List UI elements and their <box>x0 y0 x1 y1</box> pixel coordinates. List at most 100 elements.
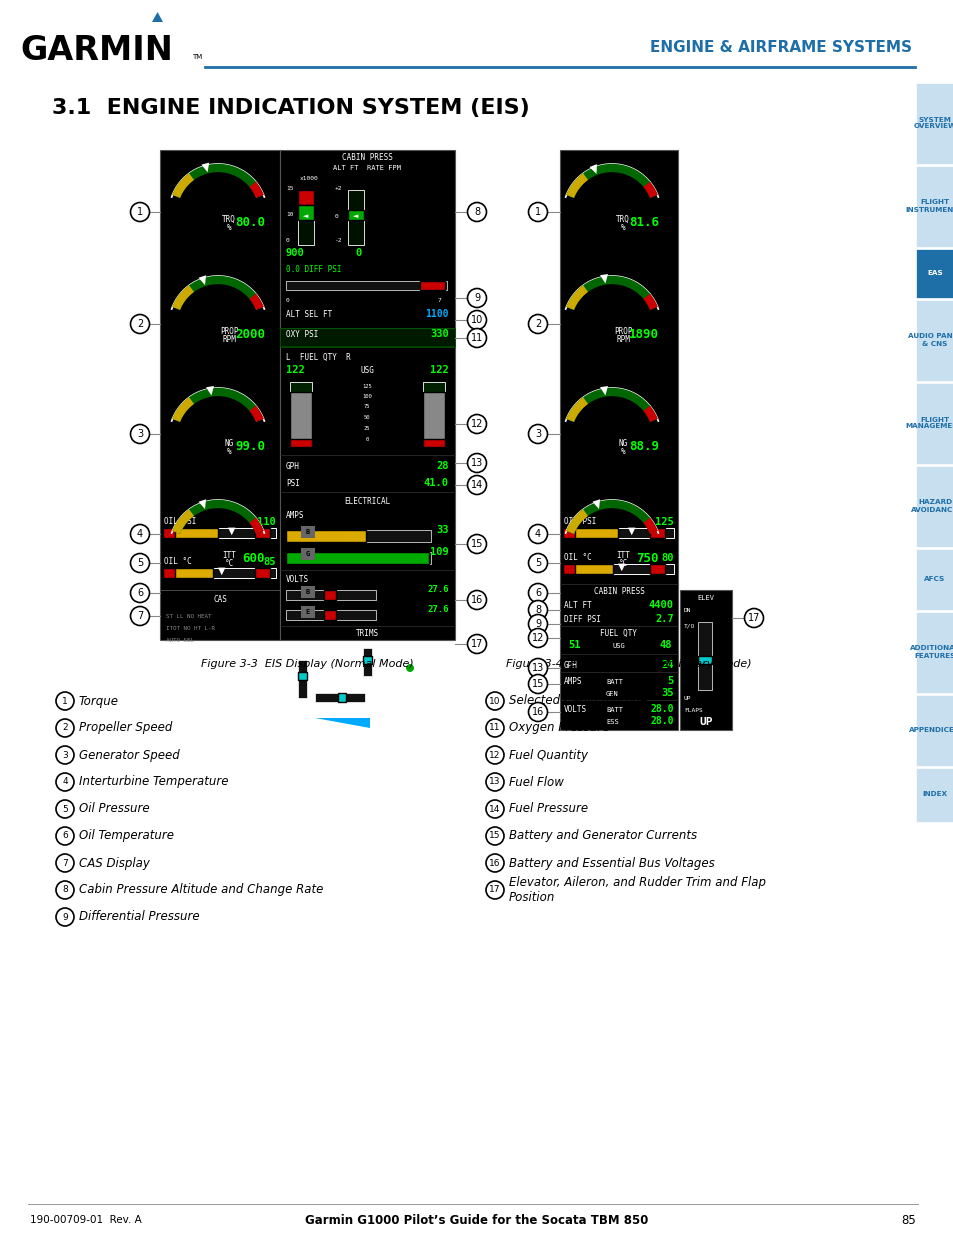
Text: 14: 14 <box>471 480 482 490</box>
Polygon shape <box>592 499 599 509</box>
Text: 28.0: 28.0 <box>650 716 673 726</box>
Text: ST LL NO HEAT: ST LL NO HEAT <box>166 614 212 619</box>
Text: x1000: x1000 <box>299 177 318 182</box>
Text: 6: 6 <box>62 831 68 841</box>
Text: 11: 11 <box>471 333 482 343</box>
Circle shape <box>485 746 503 764</box>
FancyBboxPatch shape <box>301 606 314 618</box>
Text: 190-00709-01  Rev. A: 190-00709-01 Rev. A <box>30 1215 142 1225</box>
Text: Battery and Essential Bus Voltages: Battery and Essential Bus Voltages <box>509 857 714 869</box>
Text: 14: 14 <box>489 804 500 814</box>
Text: Torque: Torque <box>79 694 119 708</box>
FancyBboxPatch shape <box>915 165 953 247</box>
FancyBboxPatch shape <box>698 622 711 690</box>
Text: 10: 10 <box>471 315 482 325</box>
Text: OXY PSI: OXY PSI <box>286 330 318 338</box>
Text: ENGINE & AIRFRAME SYSTEMS: ENGINE & AIRFRAME SYSTEMS <box>649 41 911 56</box>
Text: 3: 3 <box>62 751 68 760</box>
Text: ELEV: ELEV <box>285 643 302 650</box>
Text: 6: 6 <box>535 588 540 598</box>
Text: 2: 2 <box>535 319 540 329</box>
Circle shape <box>485 827 503 845</box>
FancyBboxPatch shape <box>160 149 280 640</box>
Text: 28.0: 28.0 <box>650 704 673 714</box>
FancyBboxPatch shape <box>422 438 444 447</box>
FancyBboxPatch shape <box>286 590 375 600</box>
Circle shape <box>528 553 547 573</box>
FancyBboxPatch shape <box>324 610 335 620</box>
Text: Elevator, Aileron, and Rudder Trim and Flap
Position: Elevator, Aileron, and Rudder Trim and F… <box>509 876 765 904</box>
Circle shape <box>56 692 74 710</box>
Circle shape <box>56 719 74 737</box>
Polygon shape <box>599 387 607 395</box>
Text: 35: 35 <box>660 688 673 698</box>
Text: 27.6: 27.6 <box>427 605 449 614</box>
Text: Generator Speed: Generator Speed <box>79 748 179 762</box>
FancyBboxPatch shape <box>254 529 270 538</box>
Text: 0.0 DIFF PSI: 0.0 DIFF PSI <box>286 266 341 274</box>
FancyBboxPatch shape <box>286 610 375 620</box>
Circle shape <box>56 908 74 926</box>
FancyBboxPatch shape <box>314 693 365 701</box>
FancyBboxPatch shape <box>286 552 431 564</box>
Text: 5: 5 <box>667 676 673 685</box>
Circle shape <box>131 203 150 221</box>
FancyBboxPatch shape <box>163 529 174 538</box>
Text: 9: 9 <box>62 913 68 921</box>
Text: DIFF PSI: DIFF PSI <box>563 615 600 624</box>
FancyBboxPatch shape <box>280 149 455 640</box>
Circle shape <box>743 609 762 627</box>
Polygon shape <box>599 274 607 284</box>
FancyBboxPatch shape <box>297 205 314 220</box>
Text: Oxygen Pressure: Oxygen Pressure <box>509 721 609 735</box>
FancyBboxPatch shape <box>915 249 953 298</box>
Text: Fuel Pressure: Fuel Pressure <box>509 803 587 815</box>
Circle shape <box>528 525 547 543</box>
FancyBboxPatch shape <box>419 282 444 290</box>
FancyBboxPatch shape <box>163 568 174 578</box>
FancyBboxPatch shape <box>348 190 364 245</box>
Text: 4400: 4400 <box>648 600 673 610</box>
Text: 4: 4 <box>535 529 540 538</box>
Circle shape <box>56 853 74 872</box>
Text: UP: UP <box>699 718 712 727</box>
Text: 125: 125 <box>655 517 673 527</box>
Text: GARMIN: GARMIN <box>20 33 172 67</box>
FancyBboxPatch shape <box>280 329 455 346</box>
Text: Interturbine Temperature: Interturbine Temperature <box>79 776 229 788</box>
Text: 48: 48 <box>659 640 671 650</box>
Text: AUTO SEL: AUTO SEL <box>166 638 193 643</box>
Circle shape <box>56 827 74 845</box>
Text: G: G <box>306 551 310 557</box>
Text: AMPS: AMPS <box>563 677 582 685</box>
Text: T/O: T/O <box>683 624 695 629</box>
Text: ALT FT  RATE FPM: ALT FT RATE FPM <box>333 165 400 170</box>
Text: 0: 0 <box>365 437 368 442</box>
Text: APPENDICES: APPENDICES <box>908 727 953 734</box>
FancyBboxPatch shape <box>363 648 372 676</box>
Text: B: B <box>306 589 310 595</box>
Text: 85: 85 <box>263 557 275 567</box>
Text: ALT SEL FT: ALT SEL FT <box>286 310 332 319</box>
Circle shape <box>485 773 503 790</box>
Text: 900: 900 <box>286 248 304 258</box>
Text: OIL °C: OIL °C <box>563 553 591 562</box>
Text: 5: 5 <box>535 558 540 568</box>
FancyBboxPatch shape <box>348 210 364 220</box>
Text: OIL PSI: OIL PSI <box>164 517 196 526</box>
Text: NG: NG <box>224 438 233 447</box>
Text: 1890: 1890 <box>628 329 659 342</box>
Text: 5: 5 <box>62 804 68 814</box>
FancyBboxPatch shape <box>363 656 372 664</box>
Text: %: % <box>620 447 625 457</box>
FancyBboxPatch shape <box>286 282 447 290</box>
FancyBboxPatch shape <box>422 391 444 447</box>
Text: OIL PSI: OIL PSI <box>563 517 596 526</box>
Text: AFCS: AFCS <box>923 576 944 582</box>
Text: PROP: PROP <box>614 326 632 336</box>
Text: 9: 9 <box>474 293 479 303</box>
Text: 17: 17 <box>747 613 760 622</box>
Text: Selected Cabin Altitude: Selected Cabin Altitude <box>509 694 647 708</box>
FancyBboxPatch shape <box>286 530 431 542</box>
Text: AUDIO PANEL
& CNS: AUDIO PANEL & CNS <box>907 333 953 347</box>
